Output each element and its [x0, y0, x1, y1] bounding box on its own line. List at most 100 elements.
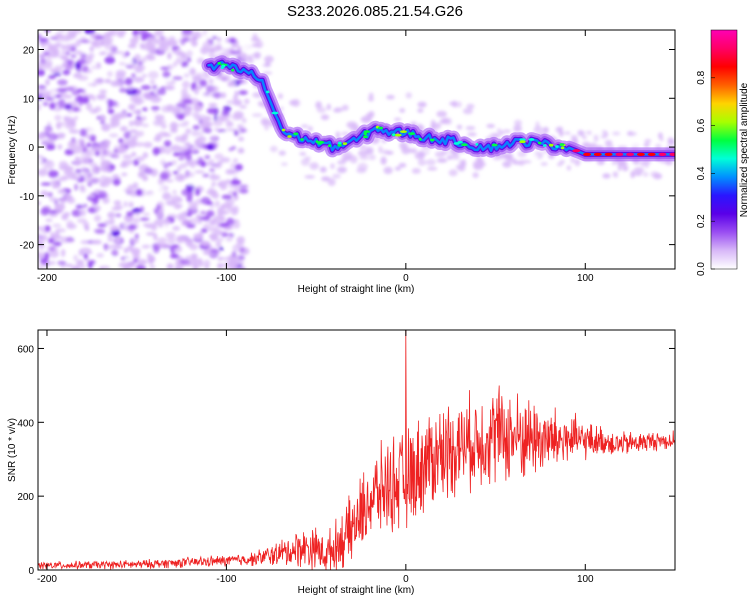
- spectrogram-noise-cell: [107, 100, 118, 107]
- spectrogram-noise-cell: [148, 71, 159, 79]
- spectrogram-noise-cell: [394, 117, 402, 122]
- spectrogram-noise-cell: [152, 147, 161, 156]
- spectrogram-noise-cell: [107, 237, 115, 242]
- spectrogram-noise-cell: [301, 124, 309, 128]
- spectrogram-noise-cell: [164, 78, 172, 83]
- spectrogram-noise-cell: [359, 155, 370, 160]
- spectrogram-noise-cell: [80, 96, 90, 104]
- spectrogram-noise-cell: [171, 244, 180, 249]
- snr-frame: [37, 329, 676, 571]
- spectrogram-noise-cell: [50, 234, 58, 240]
- spectrogram-noise-cell: [667, 136, 674, 143]
- spectrogram-noise-cell: [408, 148, 418, 154]
- x-tick-label: -100: [216, 273, 236, 284]
- y-tick-label: 0: [28, 143, 34, 154]
- spectrogram-noise-cell: [53, 247, 59, 252]
- spectrogram-noise-cell: [185, 240, 193, 247]
- spectrogram-noise-cell: [226, 128, 237, 132]
- spectrogram-noise-cell: [214, 40, 221, 46]
- spectrogram-noise-cell: [121, 109, 127, 114]
- spectrogram-noise-cell: [556, 162, 563, 167]
- spectrogram-noise-cell: [94, 35, 105, 40]
- spectrogram-noise-cell: [513, 124, 522, 133]
- spectrogram-noise-cell: [278, 150, 286, 156]
- spectrogram-noise-cell: [265, 60, 270, 68]
- spectrogram-noise-cell: [142, 175, 149, 182]
- spectrogram-noise-cell: [93, 214, 102, 222]
- spectrogram-noise-cell: [38, 249, 46, 253]
- spectrogram-noise-cell: [68, 32, 77, 38]
- spectrogram-noise-cell: [63, 166, 75, 171]
- spectrogram-noise-cell: [151, 106, 160, 110]
- spectrogram-noise-cell: [201, 228, 208, 234]
- spectrogram-noise-cell: [440, 149, 450, 155]
- spectrogram-noise-cell: [512, 160, 522, 165]
- spectrogram-noise-cell: [218, 180, 228, 188]
- spectrogram-noise-cell: [156, 187, 165, 194]
- spectrogram-peak: [317, 141, 323, 145]
- spectrogram-noise-cell: [44, 225, 51, 232]
- spectrogram-noise-cell: [127, 224, 137, 230]
- spectrogram-noise-cell: [64, 121, 76, 130]
- spectrogram-noise-cell: [161, 243, 169, 249]
- spectrogram-noise-cell: [44, 41, 52, 46]
- spectrogram-noise-cell: [54, 57, 62, 66]
- spectrogram-noise-cell: [128, 120, 134, 127]
- spectrogram-noise-cell: [185, 153, 193, 161]
- spectrogram-noise-cell: [185, 107, 192, 112]
- spectrogram-peak: [342, 142, 348, 146]
- spectrogram-noise-cell: [61, 94, 73, 99]
- spectrogram-noise-cell: [126, 85, 135, 90]
- spectrogram-noise-cell: [140, 85, 151, 90]
- spectrogram-peak: [327, 144, 332, 148]
- spectrogram-noise-cell: [220, 216, 226, 222]
- spectrogram-noise-cell: [41, 49, 53, 53]
- spectrogram-peak: [658, 152, 667, 156]
- spectrogram-noise-cell: [89, 30, 94, 33]
- spectrogram-noise-cell: [158, 131, 166, 138]
- spectrogram-noise-cell: [106, 90, 117, 97]
- spectrogram-noise-cell: [180, 258, 190, 265]
- spectrogram-noise-cell: [52, 241, 62, 247]
- spectrogram-noise-cell: [280, 162, 288, 166]
- spectrogram-noise-cell: [411, 168, 421, 174]
- spectrogram-noise-cell: [577, 130, 584, 136]
- spectrogram-peak: [281, 128, 286, 132]
- spectrogram-noise-cell: [137, 130, 145, 137]
- spectrogram-noise-cell: [102, 197, 110, 204]
- spectrogram-noise-cell: [48, 192, 53, 198]
- spectrogram-noise-cell: [299, 152, 307, 156]
- spectrogram-noise-cell: [117, 146, 128, 154]
- spectrogram-noise-cell: [337, 160, 347, 165]
- spectrogram-ylabel: Frequency (Hz): [7, 116, 18, 185]
- spectrogram-noise-cell: [124, 77, 133, 86]
- spectrogram-noise-cell: [81, 49, 88, 53]
- spectrogram-noise-cell: [644, 160, 649, 169]
- spectrogram-peak: [537, 141, 542, 145]
- spectrogram-noise-cell: [159, 146, 166, 152]
- spectrogram-noise-cell: [77, 138, 85, 144]
- spectrogram-noise-cell: [200, 210, 207, 215]
- spectrogram-noise-cell: [149, 79, 156, 85]
- spectrogram-noise-cell: [113, 113, 123, 121]
- spectrogram-noise-cell: [341, 104, 349, 111]
- spectrogram-noise-cell: [212, 185, 222, 191]
- spectrogram-noise-cell: [234, 163, 243, 171]
- spectrogram-noise-cell: [191, 204, 198, 211]
- spectrogram-noise-cell: [613, 171, 619, 178]
- spectrogram-noise-cell: [521, 160, 532, 164]
- spectrogram-noise-cell: [108, 30, 119, 37]
- spectrogram-noise-cell: [192, 75, 202, 82]
- spectrogram-noise-cell: [209, 204, 215, 209]
- spectrogram-noise-cell: [203, 259, 211, 267]
- spectrogram-noise-cell: [174, 173, 185, 182]
- spectrogram-noise-cell: [117, 30, 127, 35]
- spectrogram-noise-cell: [658, 132, 663, 139]
- spectrogram-noise-cell: [478, 158, 485, 166]
- spectrogram-noise-cell: [104, 56, 116, 64]
- spectrogram-noise-cell: [175, 102, 187, 108]
- spectrogram-noise-cell: [172, 124, 178, 129]
- spectrogram-noise-cell: [161, 225, 170, 231]
- spectrogram-noise-cell: [91, 167, 101, 173]
